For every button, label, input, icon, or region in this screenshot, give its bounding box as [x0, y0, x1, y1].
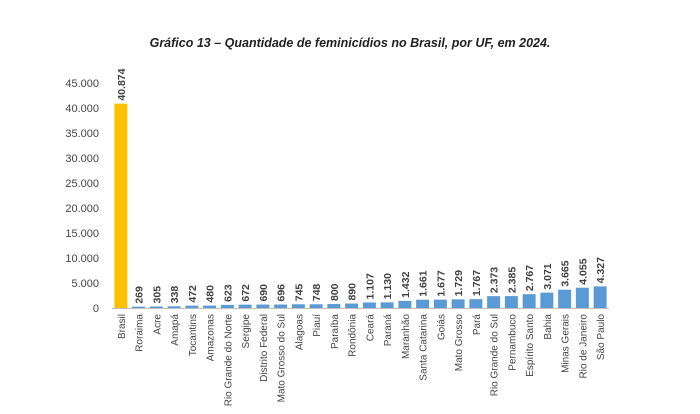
data-label: 480 — [205, 285, 217, 303]
x-tick-label: Paraíba — [330, 314, 341, 349]
bar — [309, 304, 323, 308]
y-tick-label: 35.000 — [65, 128, 99, 140]
bar — [291, 304, 305, 308]
x-tick-label: São Paulo — [596, 314, 607, 361]
x-tick-label: Sergipe — [241, 314, 252, 349]
data-label: 40.874 — [116, 68, 128, 100]
chart-title: Gráfico 13 – Quantidade de feminicídios … — [149, 36, 551, 50]
bar — [487, 296, 501, 308]
data-label: 472 — [187, 285, 199, 303]
bar — [416, 299, 430, 308]
x-tick-label: Rondônia — [348, 314, 359, 357]
y-tick-label: 15.000 — [65, 228, 99, 240]
bar — [114, 103, 128, 308]
data-label: 3.071 — [542, 263, 554, 289]
x-tick-label: Rio Grande do Norte — [223, 314, 234, 407]
x-tick-label: Santa Catarina — [419, 314, 430, 381]
x-tick-label: Goiás — [436, 314, 447, 340]
y-tick-label: 10.000 — [65, 253, 99, 265]
y-tick-label: 25.000 — [65, 178, 99, 190]
bar — [185, 305, 199, 308]
x-tick-label: Mato Grosso do Sul — [277, 314, 288, 402]
bar — [327, 304, 341, 308]
y-tick-label: 45.000 — [65, 78, 99, 90]
data-label: 1.432 — [400, 271, 412, 297]
x-tick-label: Maranhão — [401, 314, 412, 359]
bar — [220, 304, 234, 308]
x-tick-label: Amapá — [170, 314, 181, 346]
x-tick-label: Rio de Janeiro — [578, 314, 589, 379]
x-tick-label: Tocantins — [188, 314, 199, 356]
bar — [504, 296, 518, 308]
bar — [345, 303, 359, 308]
data-label: 1.767 — [471, 270, 483, 296]
data-label: 800 — [329, 283, 341, 301]
bar — [362, 302, 376, 308]
bar — [469, 299, 483, 308]
y-tick-label: 5.000 — [71, 278, 99, 290]
y-tick-label: 20.000 — [65, 203, 99, 215]
x-tick-label: Rio Grande do Sul — [490, 314, 501, 396]
data-label: 269 — [134, 286, 146, 304]
x-tick-label: Mato Grosso — [454, 314, 465, 372]
data-label: 1.729 — [453, 270, 465, 296]
x-tick-label: Espírito Santo — [525, 314, 536, 377]
bar — [203, 305, 217, 308]
bar — [398, 300, 412, 308]
x-tick-label: Alagoas — [294, 314, 305, 350]
data-label: 305 — [151, 286, 163, 304]
data-label: 672 — [240, 284, 252, 302]
y-tick-label: 30.000 — [65, 153, 99, 165]
data-label: 1.107 — [364, 273, 376, 299]
x-tick-label: Pará — [472, 314, 483, 336]
bar — [540, 292, 554, 308]
data-label: 1.677 — [435, 270, 447, 296]
data-label: 745 — [293, 284, 305, 302]
data-label: 4.327 — [595, 257, 607, 283]
bar — [132, 306, 146, 308]
y-tick-label: 0 — [93, 303, 99, 315]
data-label: 2.767 — [524, 265, 536, 291]
data-label: 3.665 — [560, 260, 572, 286]
bar — [558, 289, 572, 308]
x-tick-label: Acre — [152, 314, 163, 335]
bar — [380, 302, 394, 308]
bar — [167, 306, 181, 308]
bar — [433, 299, 447, 308]
bar — [256, 304, 270, 308]
data-label: 2.385 — [506, 267, 518, 293]
x-tick-label: Bahia — [543, 314, 554, 340]
data-label: 696 — [276, 284, 288, 302]
bar — [593, 286, 607, 308]
data-label: 748 — [311, 284, 323, 302]
bar — [575, 287, 589, 308]
x-tick-label: Distrito Federal — [259, 314, 270, 382]
x-tick-label: Amazonas — [206, 314, 217, 361]
data-label: 890 — [347, 283, 359, 301]
y-tick-label: 40.000 — [65, 103, 99, 115]
data-label: 690 — [258, 284, 270, 302]
x-tick-label: Roraima — [135, 314, 146, 352]
x-tick-label: Pernambuco — [507, 314, 518, 371]
bar — [149, 306, 163, 308]
x-tick-label: Paraná — [383, 314, 394, 347]
x-tick-label: Minas Gerais — [561, 314, 572, 373]
data-label: 1.661 — [418, 270, 430, 296]
bar — [522, 294, 536, 308]
x-tick-label: Ceará — [365, 314, 376, 342]
bar — [238, 304, 252, 308]
data-label: 4.055 — [577, 258, 589, 284]
data-label: 1.130 — [382, 273, 394, 299]
data-label: 623 — [222, 284, 234, 302]
bar — [451, 299, 465, 308]
data-label: 2.373 — [489, 267, 501, 293]
x-tick-label: Piauí — [312, 314, 323, 337]
bar — [274, 304, 288, 308]
data-label: 338 — [169, 286, 181, 304]
x-tick-label: Brasil — [117, 314, 128, 339]
